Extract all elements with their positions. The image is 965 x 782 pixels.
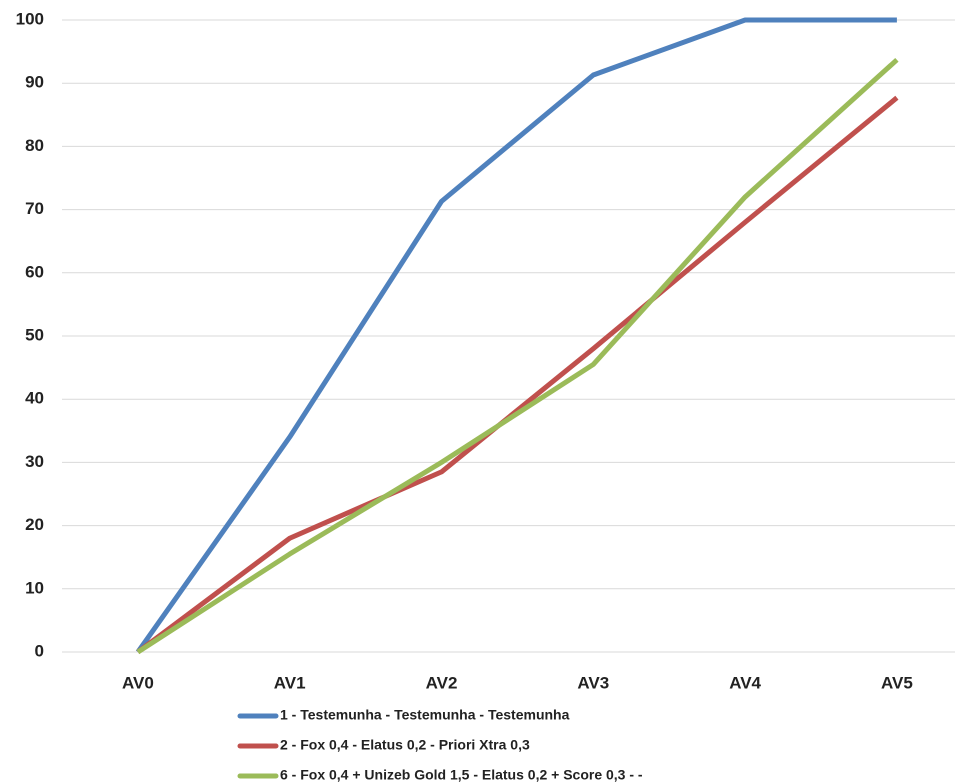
y-tick-label: 40 <box>25 389 44 408</box>
y-tick-label: 50 <box>25 325 44 344</box>
y-tick-label: 90 <box>25 73 44 92</box>
y-tick-label: 0 <box>35 641 44 660</box>
y-tick-label: 100 <box>16 9 44 28</box>
x-tick-label: AV1 <box>274 673 306 692</box>
series-line <box>136 57 899 655</box>
legend-label: 1 - Testemunha - Testemunha - Testemunha <box>280 707 570 723</box>
legend-label: 6 - Fox 0,4 + Unizeb Gold 1,5 - Elatus 0… <box>280 767 643 782</box>
x-tick-label: AV4 <box>729 673 761 692</box>
y-tick-label: 60 <box>25 262 44 281</box>
x-tick-label: AV3 <box>577 673 609 692</box>
x-tick-label: AV5 <box>881 673 913 692</box>
y-tick-label: 10 <box>25 578 44 597</box>
y-tick-label: 70 <box>25 199 44 218</box>
y-tick-label: 80 <box>25 136 44 155</box>
series-line <box>135 17 897 654</box>
legend-label: 2 - Fox 0,4 - Elatus 0,2 - Priori Xtra 0… <box>280 737 530 753</box>
x-tick-label: AV2 <box>426 673 458 692</box>
y-tick-label: 20 <box>25 515 44 534</box>
y-tick-label: 30 <box>25 452 44 471</box>
x-tick-label: AV0 <box>122 673 154 692</box>
series-line <box>136 95 899 655</box>
